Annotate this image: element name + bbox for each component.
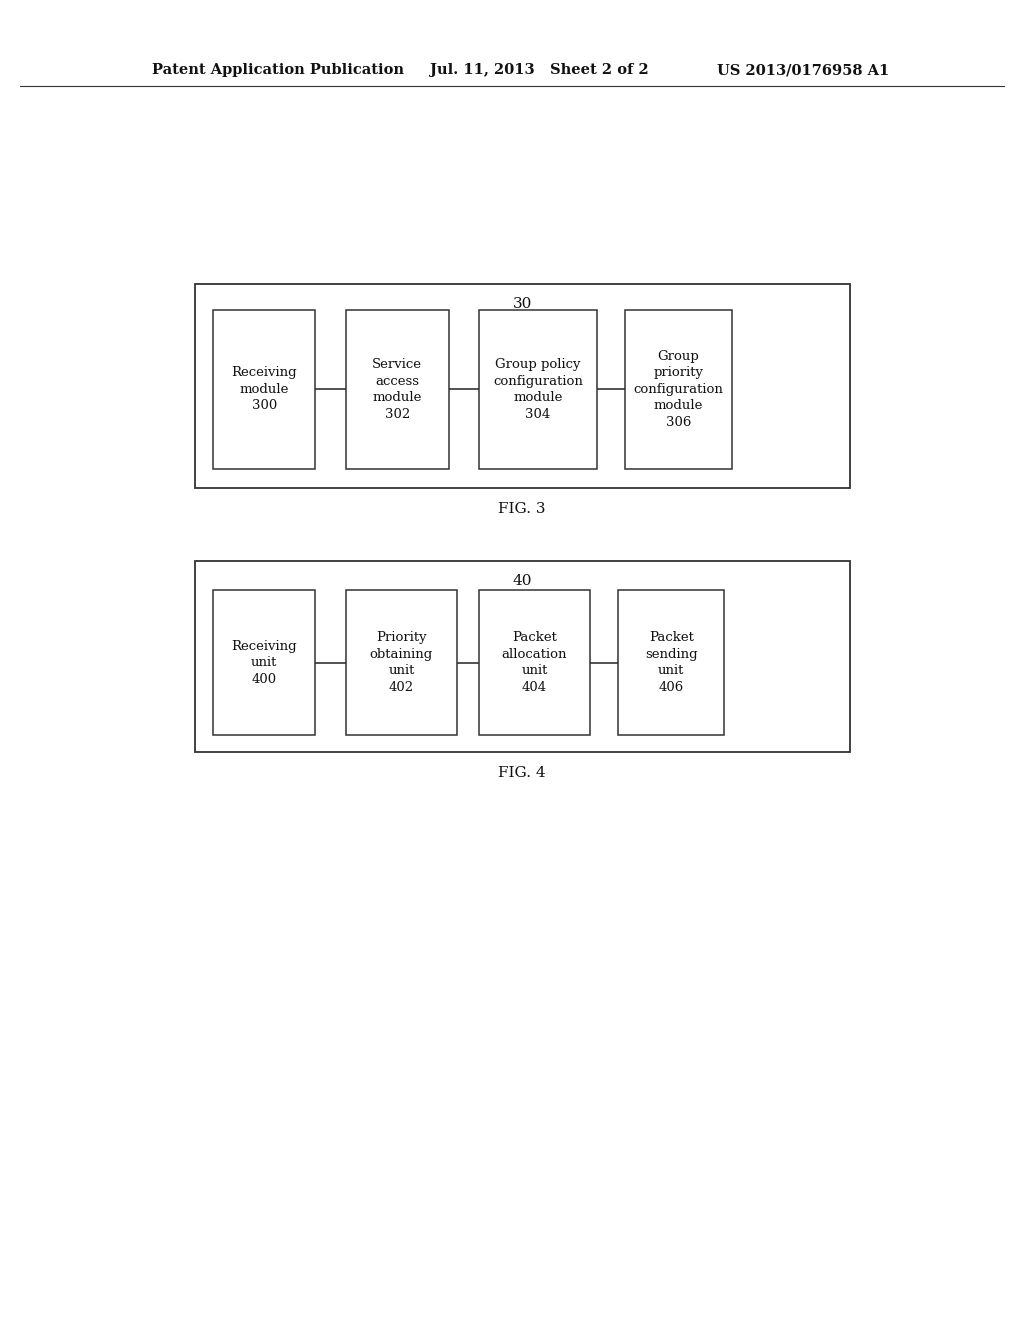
Bar xyxy=(213,310,315,469)
Text: 40: 40 xyxy=(512,574,532,589)
Bar xyxy=(195,561,850,752)
Text: Jul. 11, 2013   Sheet 2 of 2: Jul. 11, 2013 Sheet 2 of 2 xyxy=(430,63,649,78)
Text: Group policy
configuration
module
304: Group policy configuration module 304 xyxy=(494,358,583,421)
Bar xyxy=(346,310,449,469)
Text: Patent Application Publication: Patent Application Publication xyxy=(152,63,403,78)
Bar xyxy=(195,284,850,488)
Text: Group
priority
configuration
module
306: Group priority configuration module 306 xyxy=(634,350,723,429)
Bar xyxy=(479,310,597,469)
Bar xyxy=(618,590,724,735)
Text: Packet
allocation
unit
404: Packet allocation unit 404 xyxy=(502,631,567,694)
Text: US 2013/0176958 A1: US 2013/0176958 A1 xyxy=(717,63,889,78)
Text: Packet
sending
unit
406: Packet sending unit 406 xyxy=(645,631,697,694)
Text: FIG. 3: FIG. 3 xyxy=(499,502,546,516)
Bar xyxy=(479,590,590,735)
Text: Priority
obtaining
unit
402: Priority obtaining unit 402 xyxy=(370,631,433,694)
Bar xyxy=(625,310,732,469)
Text: FIG. 4: FIG. 4 xyxy=(499,766,546,780)
Text: Service
access
module
302: Service access module 302 xyxy=(373,358,422,421)
Text: 30: 30 xyxy=(513,297,531,312)
Text: Receiving
unit
400: Receiving unit 400 xyxy=(231,640,297,685)
Bar xyxy=(213,590,315,735)
Bar xyxy=(346,590,457,735)
Text: Receiving
module
300: Receiving module 300 xyxy=(231,367,297,412)
